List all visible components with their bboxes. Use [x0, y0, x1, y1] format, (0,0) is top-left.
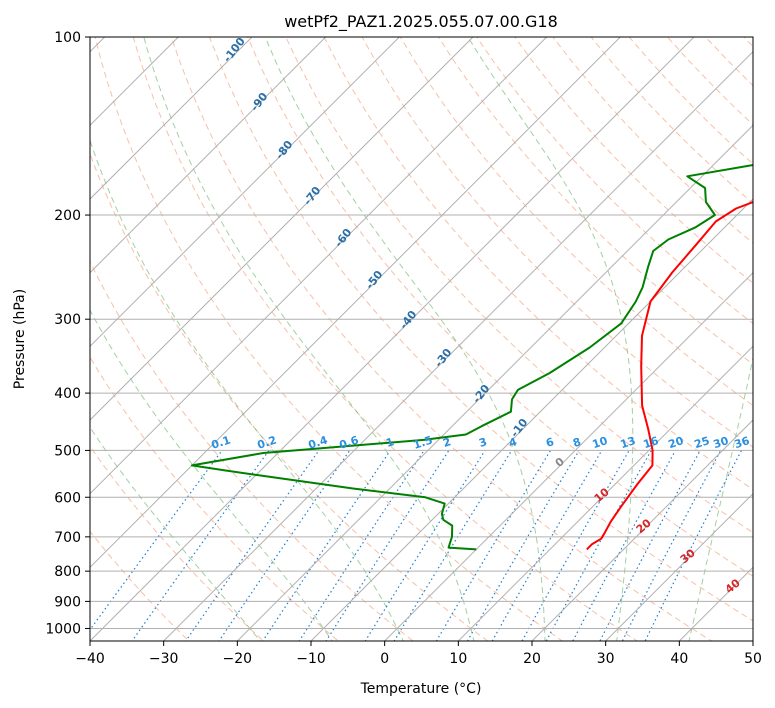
chart-title: wetPf2_PAZ1.2025.055.07.00.G18	[284, 12, 558, 32]
isotherm-line	[162, 50, 753, 641]
x-tick-label: 40	[670, 651, 688, 667]
temperature-profile	[586, 201, 753, 551]
x-axis-label: Temperature (°C)	[360, 681, 482, 697]
dry-adiabat	[361, 37, 753, 448]
mixing-ratio-label: 16	[642, 434, 661, 451]
isotherm-line	[310, 198, 753, 641]
dewpoint-profile	[190, 163, 753, 551]
dry-adiabat	[514, 37, 753, 284]
mixing-ratio-label: 1.5	[412, 433, 435, 451]
mixing-ratio-label: 20	[667, 434, 686, 451]
moist-adiabat	[90, 309, 333, 641]
y-tick-label: 800	[54, 564, 81, 580]
isotherm-line	[90, 37, 253, 200]
profile-series	[190, 163, 753, 551]
mixing-ratio-label: 0.2	[256, 433, 279, 451]
moist-adiabat	[688, 355, 753, 641]
mixing-ratio-label: 10	[591, 434, 610, 451]
x-tick-label: −30	[149, 651, 179, 667]
isotherm-line	[383, 271, 753, 641]
isotherm-line	[90, 37, 180, 127]
y-tick-label: 300	[54, 312, 81, 328]
x-tick-label: −40	[75, 651, 105, 667]
skewed-isotherms	[90, 37, 753, 641]
mixing-ratio-label: 1	[384, 435, 395, 450]
x-tick-label: −10	[296, 651, 326, 667]
y-tick-label: 400	[54, 386, 81, 402]
dry-adiabat	[90, 445, 265, 641]
dry-adiabat	[90, 260, 414, 641]
moist-adiabat	[143, 37, 475, 641]
moist-adiabat	[467, 37, 634, 641]
dry-adiabat	[247, 37, 753, 577]
isotherm-line	[236, 124, 753, 641]
x-tick-label: 50	[744, 651, 762, 667]
isotherm-line	[90, 37, 401, 348]
x-tick-label: 20	[523, 651, 541, 667]
dry-adiabat	[170, 37, 713, 641]
mixing-ratio-label: 25	[693, 434, 712, 451]
x-axis-ticks: −40 −30 −20 −10 0 10 20 30 40 50	[75, 641, 762, 667]
y-tick-label: 500	[54, 443, 81, 459]
isotherm-line	[90, 37, 548, 495]
isotherm-line	[531, 419, 753, 641]
isotherm-line	[90, 37, 695, 641]
mixing-ratio-label: 36	[733, 434, 752, 451]
mixing-ratio-label: 2	[441, 435, 452, 450]
dry-adiabat	[90, 356, 339, 641]
dry-adiabat	[323, 37, 753, 491]
dry-adiabat	[94, 37, 564, 641]
mixing-ratio-label: 0.1	[210, 433, 233, 451]
mixing-ratio-label: 0.4	[307, 433, 330, 451]
x-tick-label: 30	[597, 651, 615, 667]
dry-adiabat	[90, 530, 190, 641]
y-tick-label: 1000	[45, 621, 81, 637]
dry-adiabat	[90, 152, 489, 641]
isotherm-line	[90, 37, 474, 421]
plot-area	[90, 37, 753, 641]
mixing-ratio-label: 0.6	[338, 433, 361, 451]
mixing-ratio-label: 30	[712, 434, 731, 451]
y-tick-label: 900	[54, 594, 81, 610]
y-tick-label: 600	[54, 490, 81, 506]
y-axis-ticks: 100 200 300 400 500 600 700 800 900 1000	[45, 30, 90, 637]
isotherm-line	[90, 37, 327, 274]
plot-frame	[89, 36, 754, 642]
isotherm-line	[457, 345, 753, 641]
x-tick-label: −20	[223, 651, 253, 667]
mixing-ratio-label: 13	[619, 434, 638, 451]
isotherm-line	[604, 492, 753, 641]
x-tick-label: 0	[380, 651, 389, 667]
mixing-ratio-label: 6	[544, 435, 556, 450]
moist-adiabat	[264, 37, 546, 641]
dry-adiabat	[132, 37, 638, 641]
mixing-ratio-label: 3	[477, 435, 488, 450]
y-axis-label: Pressure (hPa)	[12, 289, 28, 389]
dry-adiabat	[208, 37, 753, 622]
dry-adiabats	[90, 37, 753, 641]
y-tick-label: 700	[54, 530, 81, 546]
isotherm-line	[90, 37, 622, 569]
isobar-gridlines	[90, 37, 753, 629]
y-tick-label: 100	[54, 30, 81, 46]
mixing-ratio-label: 4	[507, 435, 519, 450]
mixing-ratio-label: 8	[571, 435, 582, 450]
y-tick-label: 200	[54, 208, 81, 224]
x-tick-label: 10	[449, 651, 467, 667]
dry-adiabat	[476, 37, 753, 325]
